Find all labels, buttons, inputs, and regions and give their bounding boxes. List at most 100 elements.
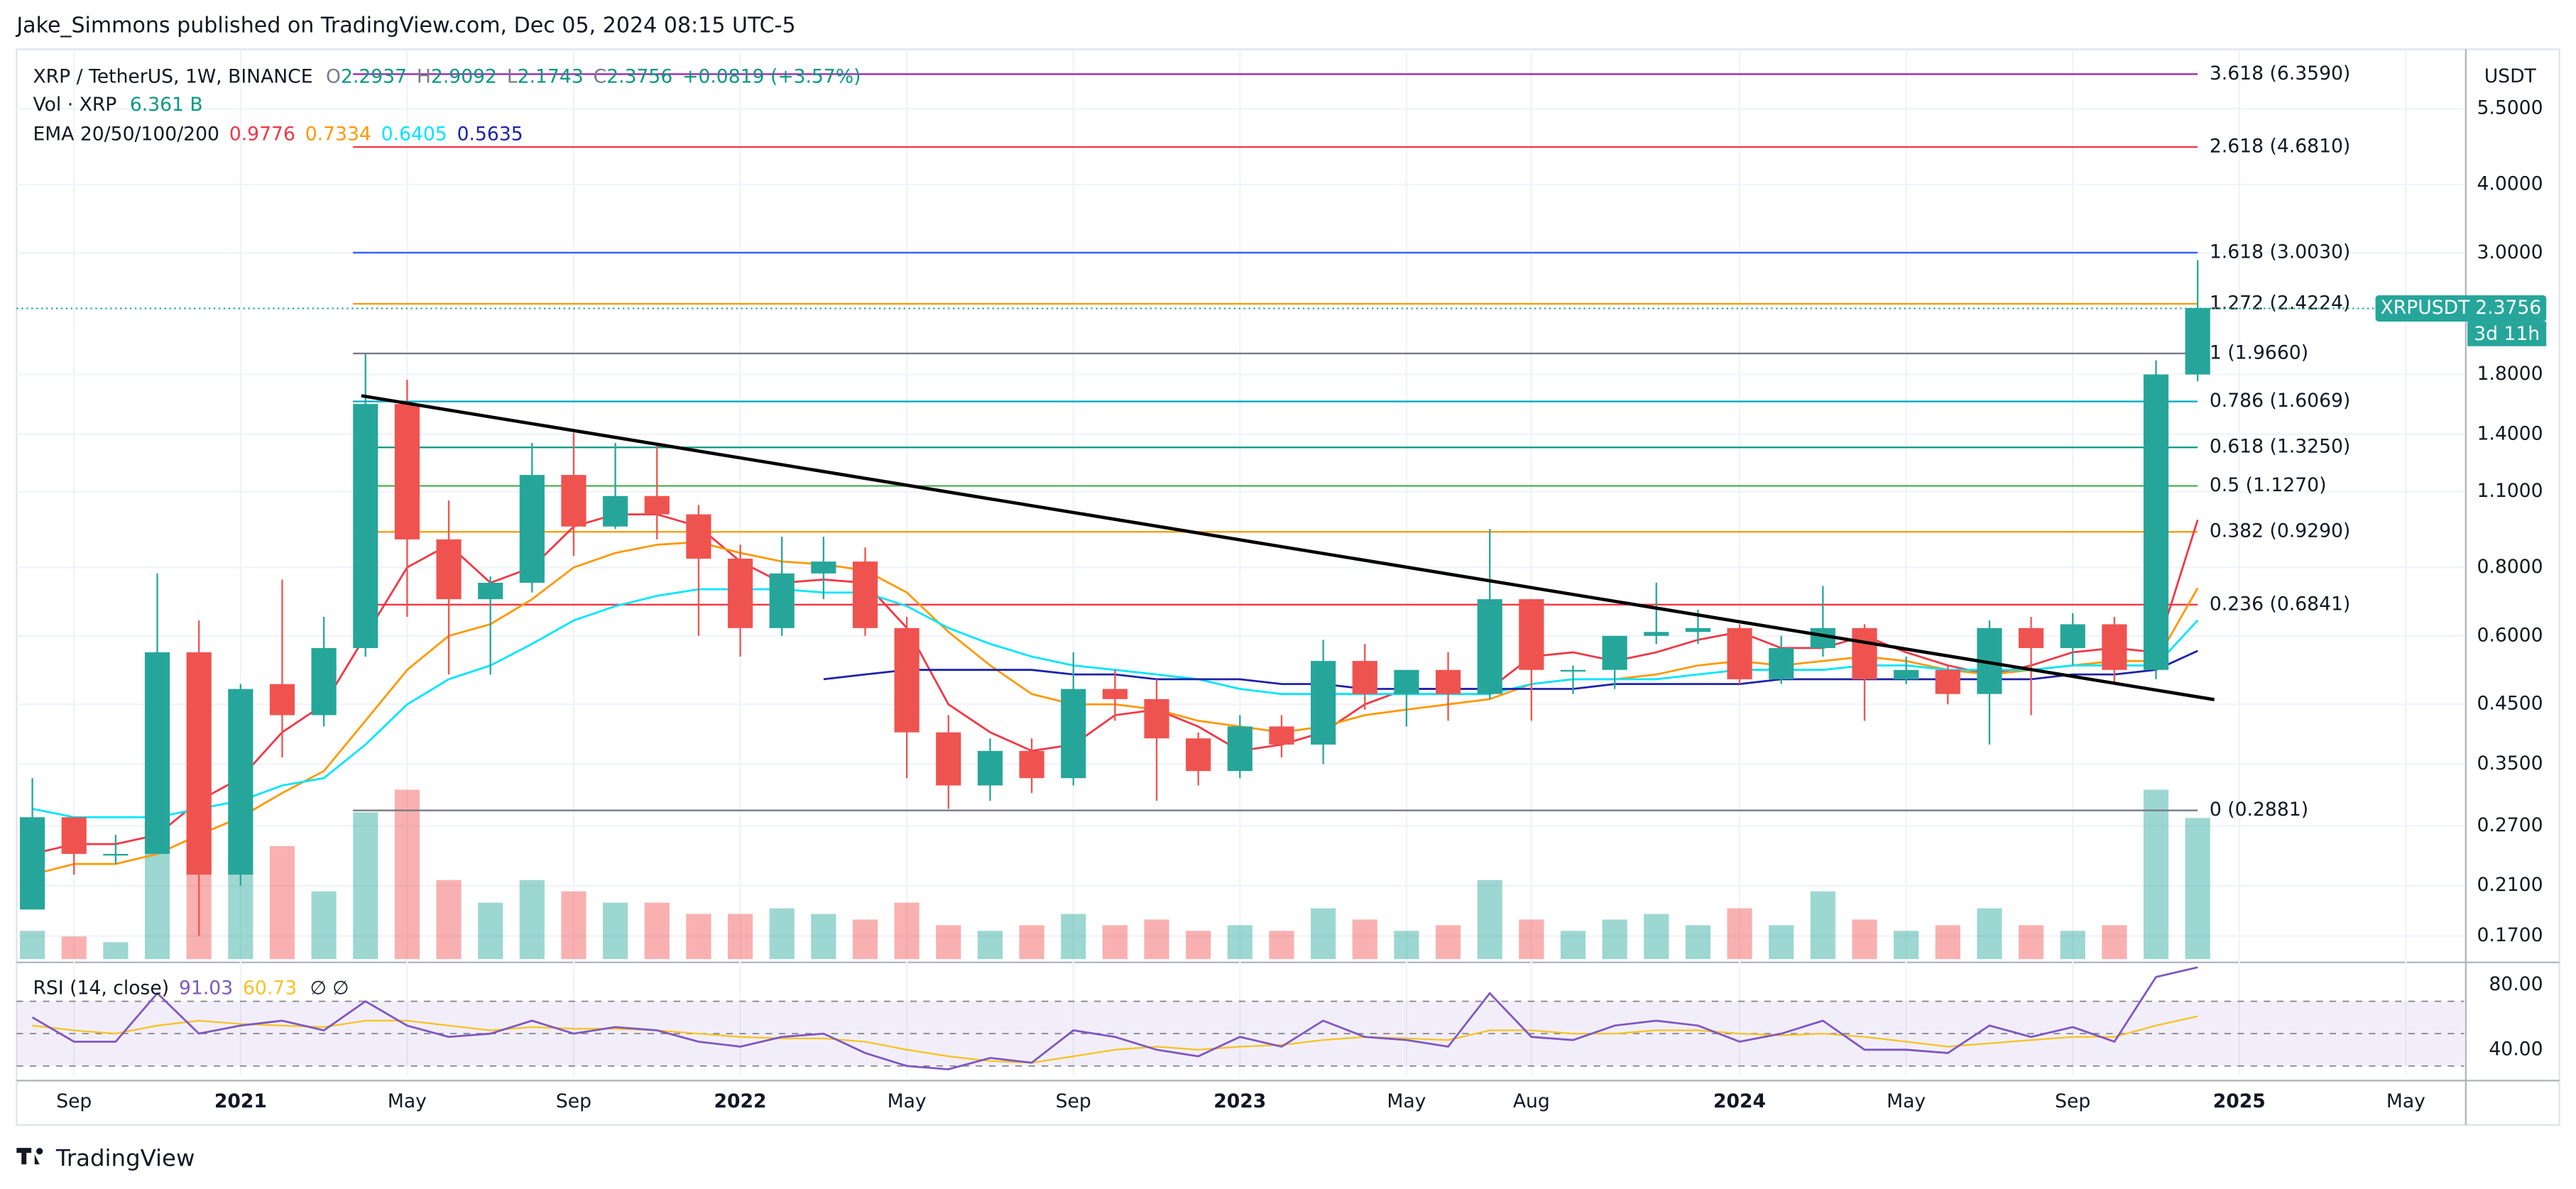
vol: 6.361 B (130, 94, 203, 116)
volume-bar (894, 902, 919, 960)
candle-body (1019, 750, 1044, 779)
volume-bar (61, 936, 87, 960)
fib-label: 0 (0.2881) (2210, 799, 2308, 821)
volume-bar (394, 789, 420, 960)
candle-body (1269, 726, 1294, 745)
candle-body (436, 539, 462, 600)
volume-bar (1894, 931, 1919, 960)
candle-body (1352, 661, 1377, 694)
countdown-tag (2467, 322, 2547, 346)
candle-body (1061, 689, 1086, 779)
y-tick-label: 3.0000 (2477, 241, 2543, 263)
candle-body (561, 475, 586, 527)
rsi-tick-label: 40.00 (2489, 1038, 2543, 1060)
candle-body (1852, 628, 1877, 679)
volume-bar (478, 902, 503, 960)
candle-body (2060, 624, 2085, 648)
candle-body (1102, 689, 1128, 699)
fib-label: 0.5 (1.1270) (2210, 474, 2327, 496)
currency: USDT (2484, 65, 2537, 87)
fib-label: 0.382 (0.9290) (2210, 520, 2350, 542)
candle-body (1894, 669, 1919, 679)
volume-bar (436, 880, 462, 960)
volume-bar (269, 846, 295, 960)
volume-bar (1144, 919, 1169, 960)
fib-label: 0.236 (0.6841) (2210, 593, 2350, 615)
candle-body (1602, 635, 1627, 670)
candle-body (1311, 661, 1336, 745)
x-tick-label: May (888, 1090, 927, 1112)
y-tick-label: 0.2700 (2477, 814, 2543, 836)
candle-body (852, 561, 878, 628)
l-label: L (507, 65, 518, 87)
x-tick-label: Sep (556, 1090, 591, 1112)
y-tick-label: 5.5000 (2477, 97, 2543, 119)
x-tick-label: 2021 (214, 1090, 267, 1112)
volume-bar (1019, 925, 1044, 960)
price-tag (2375, 295, 2547, 322)
candle-body (269, 684, 295, 716)
candle-body (2102, 624, 2127, 670)
candle-body (2018, 628, 2044, 648)
ema-value: 0.6405 (381, 123, 447, 145)
candle-body (1644, 632, 1669, 636)
y-tick-label: 0.6000 (2477, 624, 2543, 646)
x-tick-label: 2022 (714, 1090, 767, 1112)
volume-bar (811, 914, 836, 960)
o-label: O (326, 65, 341, 87)
volume-bar (1227, 925, 1252, 960)
x-tick-label: 2023 (1213, 1090, 1266, 1112)
countdown: 3d 11h (2474, 323, 2540, 345)
candle-body (686, 514, 711, 559)
candle-body (1435, 669, 1461, 694)
candle-body (519, 475, 545, 583)
change: +0.0819 (+3.57%) (682, 65, 861, 87)
candle-body (727, 559, 753, 628)
y-tick-label: 0.2100 (2477, 874, 2543, 896)
volume-bar (1852, 919, 1877, 960)
candle-body (1477, 599, 1502, 694)
volume-bar (1977, 908, 2002, 960)
candle-body (144, 652, 170, 854)
volume-bar (1935, 925, 1960, 960)
x-tick-label: May (388, 1090, 427, 1112)
volume-bar (103, 942, 129, 960)
candle-body (1685, 628, 1711, 632)
candle-body (103, 853, 129, 856)
x-tick-label: 2024 (1713, 1090, 1766, 1112)
volume-bar (1644, 914, 1669, 960)
volume-bar (353, 812, 378, 960)
volume-bar (1435, 925, 1461, 960)
candle-body (1727, 628, 1752, 679)
volume-bar (1186, 931, 1211, 960)
rsi-line (31, 966, 2198, 1070)
volume-bar (2102, 925, 2127, 960)
rsi-ma-value: 60.73 (243, 977, 297, 999)
candle-body (977, 750, 1003, 786)
candle-body (603, 495, 628, 527)
candle-body (1519, 599, 1544, 670)
volume-bar (1061, 914, 1086, 960)
volume-bar (1102, 925, 1128, 960)
candle-body (1769, 647, 1794, 679)
candle-body (644, 495, 670, 515)
x-tick-label: Sep (2055, 1090, 2090, 1112)
candle-body (1227, 726, 1252, 772)
volume-bar (1560, 931, 1586, 960)
candle-body (1935, 669, 1960, 694)
candle-body (769, 573, 795, 628)
volume-bar (1269, 931, 1294, 960)
volume-bar (1727, 908, 1752, 960)
y-tick-label: 0.3500 (2477, 752, 2543, 774)
rsi-value: 91.03 (179, 977, 233, 999)
c: 2.3756 (606, 65, 672, 87)
vol-legend: Vol · XRP 6.361 B (33, 94, 202, 116)
o: 2.2937 (341, 65, 407, 87)
candle-body (2185, 307, 2210, 375)
volume-bar (1602, 919, 1627, 960)
candle-body (894, 628, 919, 733)
y-tick-label: 0.4500 (2477, 693, 2543, 715)
plot: 3.618 (6.3590) 2.618 (4.6810) 1.618 (3.003… (16, 49, 2465, 1076)
ema-line (32, 588, 2199, 818)
